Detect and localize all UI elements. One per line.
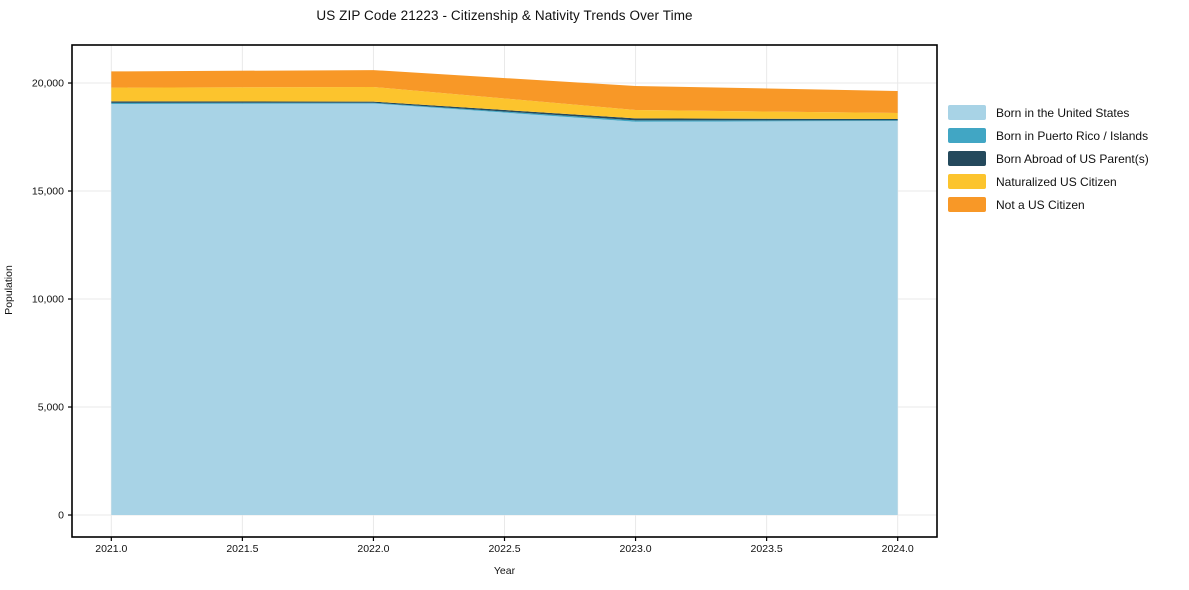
y-axis-label: Population bbox=[3, 265, 15, 315]
legend-item: Born Abroad of US Parent(s) bbox=[948, 147, 1149, 170]
x-tick-label: 2022.5 bbox=[488, 543, 520, 555]
legend-swatch bbox=[948, 174, 986, 189]
legend-label: Born in Puerto Rico / Islands bbox=[996, 128, 1149, 143]
legend-item: Naturalized US Citizen bbox=[948, 170, 1149, 193]
area-series-2 bbox=[111, 101, 898, 121]
legend-label: Born Abroad of US Parent(s) bbox=[996, 151, 1149, 166]
chart-title: US ZIP Code 21223 - Citizenship & Nativi… bbox=[316, 8, 693, 23]
y-tick-label: 15,000 bbox=[32, 186, 64, 198]
y-tick-label: 0 bbox=[58, 510, 64, 522]
legend-item: Not a US Citizen bbox=[948, 193, 1149, 216]
area-series-4 bbox=[111, 70, 898, 113]
area-series-0 bbox=[111, 103, 898, 515]
legend-swatch bbox=[948, 105, 986, 120]
x-axis-label: Year bbox=[493, 565, 516, 577]
y-tick-label: 10,000 bbox=[32, 294, 64, 306]
legend: Born in the United States Born in Puerto … bbox=[948, 101, 1149, 216]
legend-swatch bbox=[948, 197, 986, 212]
x-tick-label: 2024.0 bbox=[882, 543, 914, 555]
legend-item: Born in the United States bbox=[948, 101, 1149, 124]
x-tick-label: 2022.0 bbox=[357, 543, 389, 555]
x-tick-label: 2023.5 bbox=[751, 543, 783, 555]
y-tick-label: 5,000 bbox=[38, 402, 64, 414]
legend-label: Not a US Citizen bbox=[996, 197, 1085, 212]
legend-label: Born in the United States bbox=[996, 105, 1130, 120]
area-series-3 bbox=[111, 87, 898, 119]
legend-swatch bbox=[948, 128, 986, 143]
area-series-1 bbox=[111, 102, 898, 122]
x-tick-label: 2021.0 bbox=[95, 543, 127, 555]
legend-swatch bbox=[948, 151, 986, 166]
x-tick-label: 2021.5 bbox=[226, 543, 258, 555]
legend-label: Naturalized US Citizen bbox=[996, 174, 1117, 189]
legend-item: Born in Puerto Rico / Islands bbox=[948, 124, 1149, 147]
x-tick-label: 2023.0 bbox=[619, 543, 651, 555]
y-tick-label: 20,000 bbox=[32, 78, 64, 90]
